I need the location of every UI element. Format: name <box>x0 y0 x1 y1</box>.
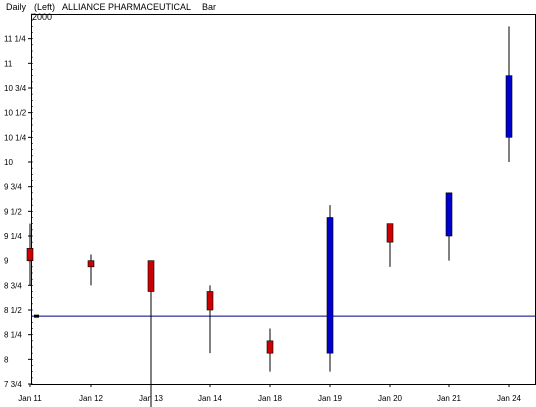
y-tick-label: 8 3/4 <box>4 281 22 290</box>
y-tick-label: 9 1/2 <box>4 207 22 216</box>
axis-side-label: (Left) <box>34 2 56 12</box>
security-name: ALLIANCE PHARMACEUTICAL <box>62 2 192 12</box>
y-tick-label: 8 1/4 <box>4 331 22 340</box>
period-label: Daily <box>6 2 27 12</box>
x-tick-label: Jan 18 <box>258 394 283 403</box>
x-tick-label: Jan 12 <box>79 394 104 403</box>
x-tick-label: Jan 14 <box>198 394 223 403</box>
x-tick-label: Jan 24 <box>497 394 522 403</box>
candle-body <box>505 75 513 138</box>
y-tick-label: 10 1/2 <box>4 109 27 118</box>
candle-body <box>326 217 334 354</box>
chart-style-label: Bar <box>202 2 217 12</box>
reference-marker <box>34 314 39 318</box>
y-tick-label: 10 <box>4 158 13 167</box>
y-tick-label: 8 1/2 <box>4 306 22 315</box>
y-tick-label: 10 3/4 <box>4 84 27 93</box>
y-tick-label: 9 1/4 <box>4 232 22 241</box>
year-label: 2000 <box>32 12 53 22</box>
candle-body <box>26 248 34 261</box>
candle-body <box>206 291 214 311</box>
y-tick-label: 9 <box>4 257 9 266</box>
y-tick-label: 11 <box>4 59 13 68</box>
candle-body <box>266 340 274 354</box>
x-tick-label: Jan 19 <box>318 394 343 403</box>
x-tick-label: Jan 20 <box>378 394 403 403</box>
x-tick-label: Jan 21 <box>437 394 462 403</box>
y-tick-label: 11 1/4 <box>4 35 26 44</box>
y-tick-label: 8 <box>4 355 9 364</box>
candle-body <box>87 260 95 268</box>
x-tick-label: Jan 11 <box>18 394 42 403</box>
candle-body <box>147 260 155 292</box>
plot-frame <box>31 14 536 385</box>
candle-body <box>445 192 453 237</box>
y-tick-label: 9 3/4 <box>4 183 22 192</box>
candle-body <box>386 223 394 243</box>
y-tick-label: 10 1/4 <box>4 133 27 142</box>
y-tick-label: 7 3/4 <box>4 380 22 389</box>
